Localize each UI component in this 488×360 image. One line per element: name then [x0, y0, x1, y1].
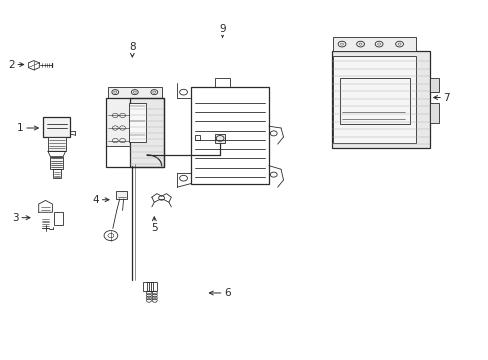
Bar — [429, 78, 438, 92]
Bar — [339, 78, 409, 125]
Bar — [429, 103, 438, 123]
Text: 4: 4 — [92, 195, 109, 205]
Text: 3: 3 — [12, 213, 30, 222]
Text: 8: 8 — [129, 42, 135, 57]
Text: 6: 6 — [209, 288, 230, 298]
Bar — [108, 87, 161, 98]
Bar — [129, 103, 146, 142]
Bar — [331, 51, 429, 148]
Bar — [215, 134, 224, 143]
Bar — [116, 191, 127, 199]
Bar — [53, 169, 61, 178]
Bar — [54, 212, 63, 225]
Bar — [48, 137, 65, 151]
Text: 1: 1 — [17, 123, 38, 133]
Bar — [147, 282, 153, 291]
Bar — [215, 78, 229, 87]
Bar — [332, 55, 415, 143]
Text: 7: 7 — [433, 93, 449, 103]
Bar — [105, 98, 130, 146]
Text: 9: 9 — [219, 24, 225, 38]
Bar — [130, 98, 163, 167]
Bar — [190, 87, 268, 184]
Bar — [105, 98, 163, 167]
Text: 2: 2 — [8, 59, 23, 69]
Bar — [50, 157, 63, 169]
Bar — [151, 282, 157, 291]
Bar — [43, 117, 70, 137]
Bar — [332, 37, 415, 51]
Text: 5: 5 — [151, 217, 157, 233]
Bar — [194, 135, 199, 140]
Bar — [143, 282, 149, 291]
